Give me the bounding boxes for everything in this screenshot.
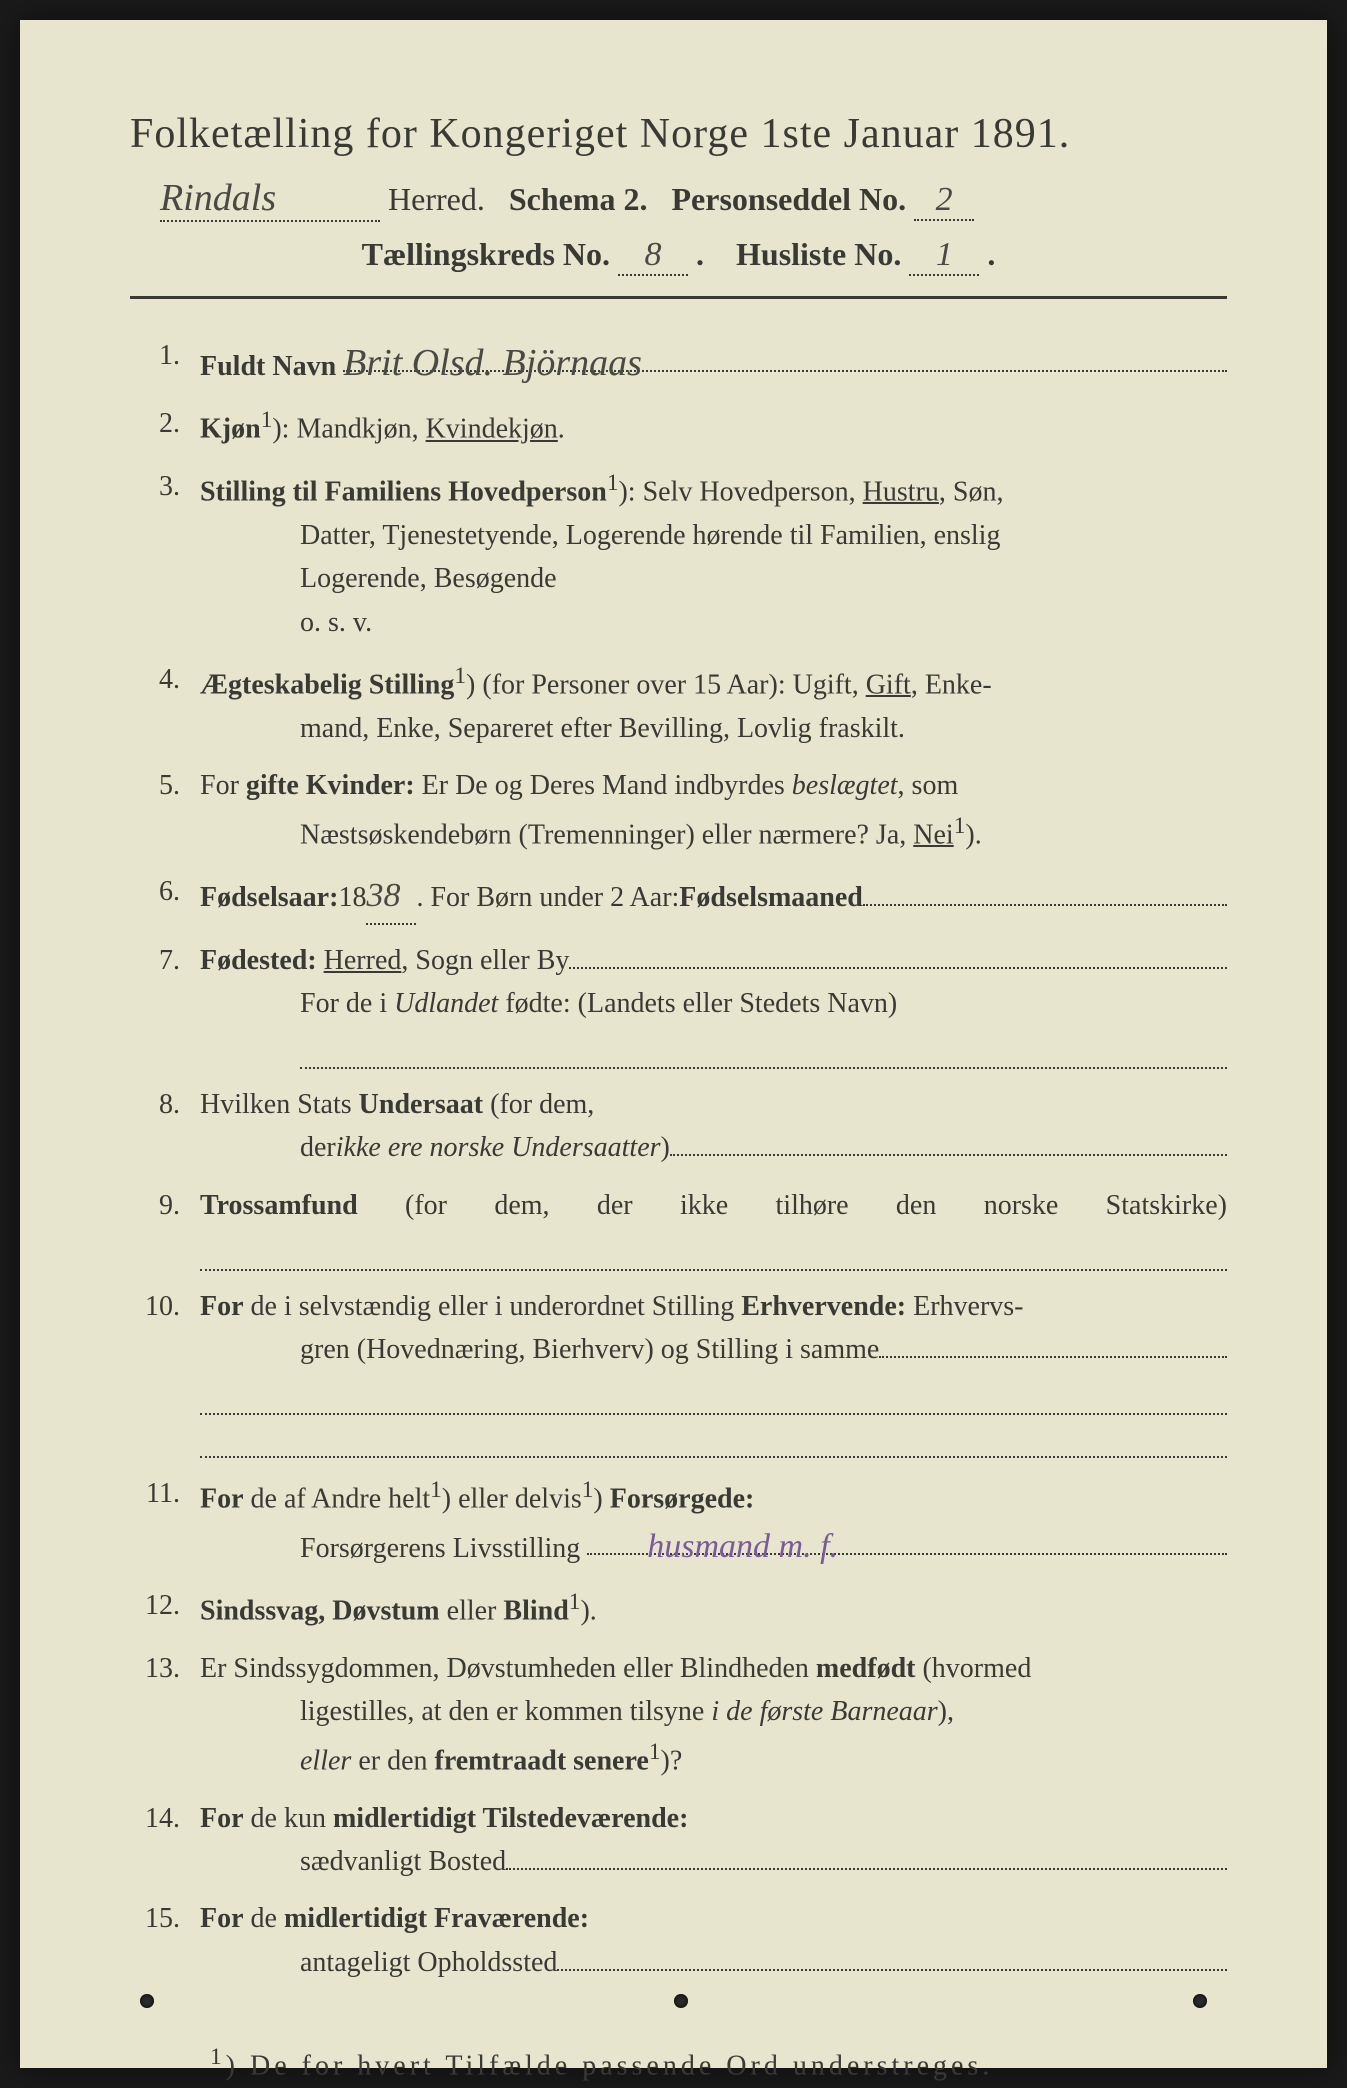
item-number: 14. bbox=[130, 1797, 200, 1884]
kvin-underlined: Kvindekjøn bbox=[426, 414, 558, 445]
item-number: 8. bbox=[130, 1083, 200, 1170]
punch-hole-icon bbox=[140, 1994, 154, 2008]
item-6: 6. Fødselsaar: 1838. For Børn under 2 Aa… bbox=[130, 870, 1227, 925]
item-number: 5. bbox=[130, 764, 200, 856]
item-13: 13. Er Sindssygdommen, Døvstumheden elle… bbox=[130, 1647, 1227, 1783]
item-2: 2. Kjøn1): Mandkjøn, Kvindekjøn. bbox=[130, 402, 1227, 451]
item-5: 5. For gifte Kvinder: Er De og Deres Man… bbox=[130, 764, 1227, 856]
item-7: 7. Fødested: Herred, Sogn eller By For d… bbox=[130, 939, 1227, 1069]
label-stilling: Stilling til Familiens Hovedperson bbox=[200, 476, 607, 507]
item-10: 10. For de i selvstændig eller i underor… bbox=[130, 1285, 1227, 1459]
item-number: 7. bbox=[130, 939, 200, 1069]
header-rule bbox=[130, 296, 1227, 299]
footnote: 1) De for hvert Tilfælde passende Ord un… bbox=[130, 2044, 1227, 2082]
form-title: Folketælling for Kongeriget Norge 1ste J… bbox=[130, 110, 1227, 158]
label-fodested: Fødested: bbox=[200, 939, 317, 982]
herred-label: Herred. bbox=[388, 181, 485, 217]
item-1: 1. Fuldt Navn Brit Olsd. Björnaas bbox=[130, 334, 1227, 388]
year-value: 38 bbox=[366, 870, 416, 925]
item-number: 10. bbox=[130, 1285, 200, 1459]
form-items: 1. Fuldt Navn Brit Olsd. Björnaas 2. Kjø… bbox=[130, 334, 1227, 1984]
item-number: 3. bbox=[130, 465, 200, 644]
item-number: 6. bbox=[130, 870, 200, 925]
schema-label: Schema 2. bbox=[509, 181, 648, 217]
item-15: 15. For de midlertidigt Fraværende: anta… bbox=[130, 1897, 1227, 1984]
herred-underlined: Herred bbox=[324, 939, 402, 982]
punch-hole-icon bbox=[674, 1994, 688, 2008]
husliste-label: Husliste No. bbox=[736, 236, 901, 272]
label-fodselsaar: Fødselsaar: bbox=[200, 876, 338, 919]
herred-handwritten: Rindals bbox=[160, 176, 380, 222]
item-4: 4. Ægteskabelig Stilling1) (for Personer… bbox=[130, 658, 1227, 750]
punch-hole-icon bbox=[1193, 1994, 1207, 2008]
census-form-page: Folketælling for Kongeriget Norge 1ste J… bbox=[20, 20, 1327, 2068]
gift-underlined: Gift bbox=[866, 669, 911, 700]
item-number: 2. bbox=[130, 402, 200, 451]
item-9: 9. Trossamfund (for dem, der ikke tilhør… bbox=[130, 1184, 1227, 1271]
label-aegteskab: Ægteskabelig Stilling bbox=[200, 669, 454, 700]
item-12: 12. Sindssvag, Døvstum eller Blind1). bbox=[130, 1584, 1227, 1633]
taellingskreds-no: 8 bbox=[618, 236, 688, 276]
personseddel-label: Personseddel No. bbox=[671, 181, 906, 217]
personseddel-no: 2 bbox=[914, 181, 974, 221]
item-number: 9. bbox=[130, 1184, 200, 1271]
item-number: 12. bbox=[130, 1584, 200, 1633]
taellingskreds-label: Tællingskreds No. bbox=[362, 236, 610, 272]
header-line-3: Tællingskreds No. 8 . Husliste No. 1 . bbox=[130, 236, 1227, 276]
header-line-2: Rindals Herred. Schema 2. Personseddel N… bbox=[130, 176, 1227, 222]
label-kjon: Kjøn bbox=[200, 414, 261, 445]
item-14: 14. For de kun midlertidigt Tilstedevære… bbox=[130, 1797, 1227, 1884]
item-11: 11. For de af Andre helt1) eller delvis1… bbox=[130, 1472, 1227, 1570]
forsorg-value: husmand m. f. bbox=[587, 1521, 1227, 1555]
label-fuldt-navn: Fuldt Navn bbox=[200, 345, 336, 388]
value-name: Brit Olsd. Björnaas bbox=[343, 334, 1227, 372]
item-number: 4. bbox=[130, 658, 200, 750]
item-8: 8. Hvilken Stats Undersaat (for dem, der… bbox=[130, 1083, 1227, 1170]
item-number: 15. bbox=[130, 1897, 200, 1984]
husliste-no: 1 bbox=[909, 236, 979, 276]
item-3: 3. Stilling til Familiens Hovedperson1):… bbox=[130, 465, 1227, 644]
nei-underlined: Nei bbox=[913, 819, 953, 850]
hustru-underlined: Hustru bbox=[863, 476, 939, 507]
item-number: 1. bbox=[130, 334, 200, 388]
item-number: 11. bbox=[130, 1472, 200, 1570]
form-header: Folketælling for Kongeriget Norge 1ste J… bbox=[130, 110, 1227, 276]
item-number: 13. bbox=[130, 1647, 200, 1783]
